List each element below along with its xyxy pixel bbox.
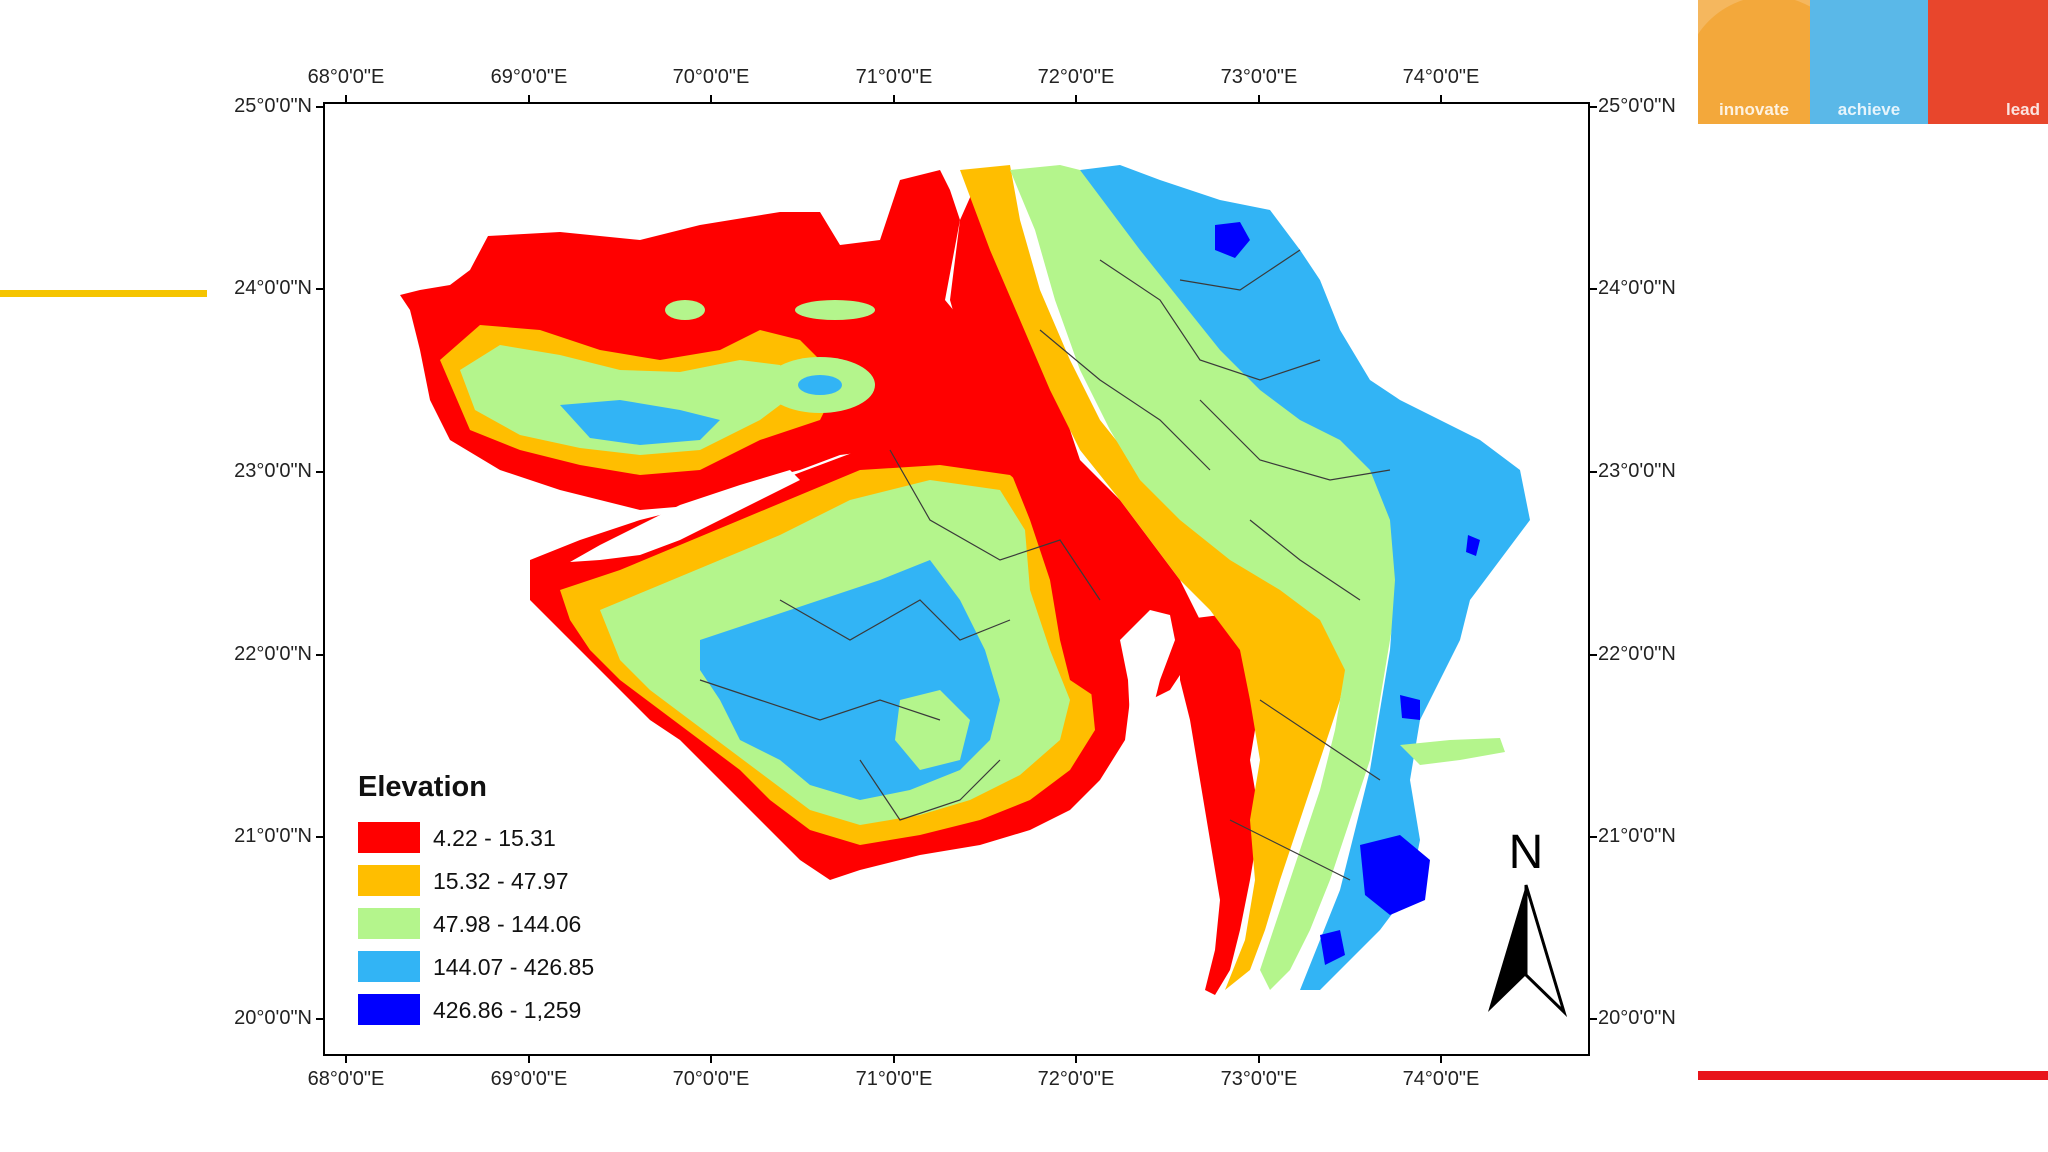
lon-label-bottom: 74°0'0"E: [1402, 1068, 1480, 1090]
brand-label-achieve: achieve: [1837, 100, 1901, 119]
legend-label: 426.86 - 1,259: [433, 997, 581, 1023]
lat-label-right: 20°0'0"N: [1598, 1007, 1676, 1029]
mainland-blue-zone: [1080, 165, 1530, 990]
lon-label-top: 74°0'0"E: [1402, 66, 1480, 88]
gulf-of-khambhat: [1120, 610, 1175, 760]
mainland-peak-3: [1320, 930, 1345, 965]
lat-label-right: 21°0'0"N: [1598, 825, 1676, 847]
mainland-coastal-low: [950, 175, 1200, 700]
kutch-high-zone: [460, 345, 800, 455]
legend-label: 47.98 - 144.06: [433, 911, 581, 937]
mainland-peak-4: [1400, 695, 1420, 720]
legend-label: 15.32 - 47.97: [433, 868, 569, 894]
legend: Elevation 4.22 - 15.31 15.32 - 47.97 47.98…: [358, 771, 594, 1025]
mainland-east-green: [1400, 738, 1505, 765]
lat-label-right: 23°0'0"N: [1598, 460, 1676, 482]
brand-segment-achieve: achieve: [1810, 0, 1928, 124]
lon-label-bottom: 73°0'0"E: [1220, 1068, 1298, 1090]
lat-label-left: 23°0'0"N: [234, 460, 312, 482]
mainland-peak-1: [1215, 222, 1250, 258]
lon-label-top: 71°0'0"E: [855, 66, 933, 88]
lat-label-left: 22°0'0"N: [234, 643, 312, 665]
lon-label-bottom: 71°0'0"E: [855, 1068, 933, 1090]
lon-label-top: 68°0'0"E: [307, 66, 385, 88]
legend-title: Elevation: [358, 771, 487, 803]
lat-label-left: 20°0'0"N: [234, 1007, 312, 1029]
lon-label-top: 69°0'0"E: [490, 66, 568, 88]
rann-green-patch: [665, 300, 705, 320]
lat-label-left: 24°0'0"N: [234, 277, 312, 299]
lon-label-top: 70°0'0"E: [672, 66, 750, 88]
rann-green-patch-2: [795, 300, 875, 320]
lon-label-bottom: 70°0'0"E: [672, 1068, 750, 1090]
brand-segment-innovate: innovate: [1698, 0, 1810, 124]
gujarat-region: [400, 165, 1530, 995]
brand-banner: innovate achieve lead: [1698, 0, 2048, 124]
lat-label-left: 21°0'0"N: [234, 825, 312, 847]
kutch-peak-zone: [560, 400, 720, 445]
lon-label-bottom: 68°0'0"E: [307, 1068, 385, 1090]
legend-label: 144.07 - 426.85: [433, 954, 594, 980]
legend-swatch: [358, 994, 420, 1025]
legend-label: 4.22 - 15.31: [433, 825, 556, 851]
red-accent-line: [1698, 1071, 2048, 1080]
north-arrow-label: N: [1509, 826, 1544, 879]
lon-label-top: 73°0'0"E: [1220, 66, 1298, 88]
gulf-of-kutch: [570, 470, 800, 562]
legend-swatch: [358, 822, 420, 853]
lat-label-right: 24°0'0"N: [1598, 277, 1676, 299]
brand-label-innovate: innovate: [1719, 100, 1789, 119]
brand-label-lead: lead: [2005, 100, 2040, 119]
lon-label-bottom: 72°0'0"E: [1037, 1068, 1115, 1090]
graticule-ticks: [316, 95, 1597, 1063]
saurashtra-inner-green: [895, 690, 970, 770]
mainland-south-low: [1180, 615, 1260, 995]
lat-label-right: 25°0'0"N: [1598, 95, 1676, 117]
brand-segment-lead: lead: [1928, 0, 2048, 124]
mainland-mid-zone: [960, 165, 1350, 990]
lat-label-right: 22°0'0"N: [1598, 643, 1676, 665]
north-arrow-icon: N: [1488, 826, 1568, 1018]
legend-swatch: [358, 908, 420, 939]
lon-label-top: 72°0'0"E: [1037, 66, 1115, 88]
district-boundaries: [699, 249, 1391, 881]
lat-label-left: 25°0'0"N: [234, 95, 312, 117]
mainland-peak-5: [1466, 535, 1480, 556]
legend-swatch: [358, 865, 420, 896]
yellow-accent-line: [0, 290, 207, 297]
lon-label-bottom: 69°0'0"E: [490, 1068, 568, 1090]
legend-swatch: [358, 951, 420, 982]
mainland-peak-2: [1360, 835, 1430, 915]
kutch-blue-patch: [798, 375, 842, 395]
mainland-green-zone: [1010, 165, 1400, 990]
